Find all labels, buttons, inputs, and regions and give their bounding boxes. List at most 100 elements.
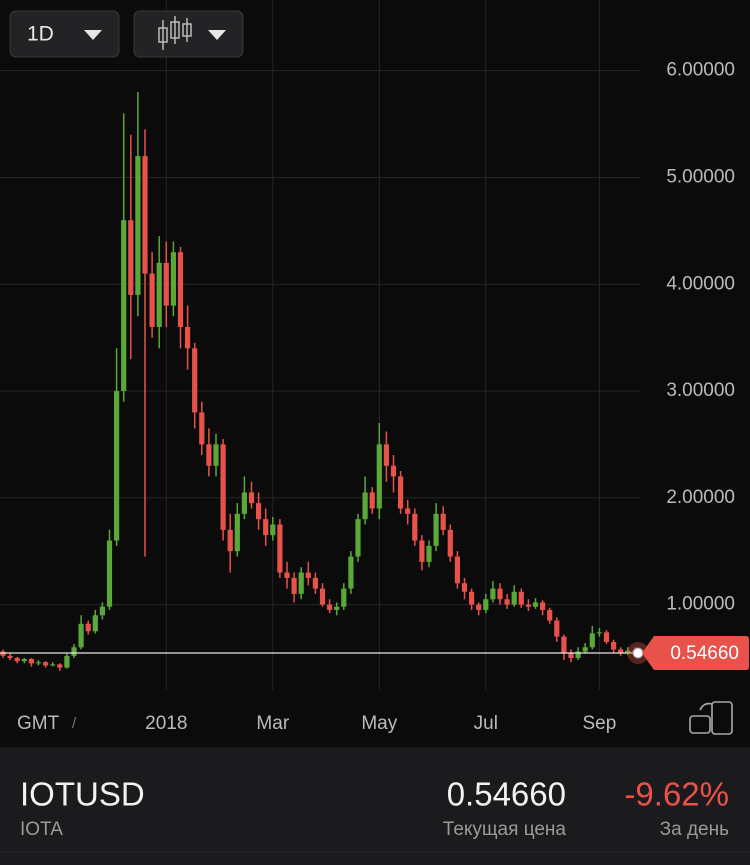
candle-body xyxy=(241,492,247,514)
candle-body xyxy=(611,641,617,650)
candle-body xyxy=(369,492,375,509)
candle-body xyxy=(547,609,553,621)
y-tick-label: 3.00000 xyxy=(666,380,735,401)
candle-icon xyxy=(158,16,192,50)
candle-body xyxy=(348,556,354,589)
candle-body xyxy=(504,599,510,605)
change-caption: За день xyxy=(660,819,729,840)
candle-body xyxy=(525,604,531,607)
candle-body xyxy=(582,647,588,652)
candle-body xyxy=(128,220,134,295)
candle-body xyxy=(618,649,624,653)
candle-body xyxy=(99,606,105,616)
y-tick-label: 2.00000 xyxy=(666,487,735,508)
candle-body xyxy=(170,252,176,306)
candle-body xyxy=(248,492,255,504)
y-tick-label: 4.00000 xyxy=(666,273,735,294)
candle-body xyxy=(419,540,425,562)
candle-body xyxy=(461,583,468,592)
candle-body xyxy=(383,444,389,466)
candle-body xyxy=(43,662,49,666)
candle-body xyxy=(497,588,503,600)
candle-body xyxy=(206,444,212,466)
candle-body xyxy=(469,591,475,605)
y-tick-label: 1.00000 xyxy=(666,594,735,615)
candle-body xyxy=(518,591,524,605)
candle-body xyxy=(625,650,631,653)
candle-body xyxy=(312,577,318,589)
candle-body xyxy=(213,444,219,466)
candle-body xyxy=(199,412,205,445)
candle-body xyxy=(327,604,333,610)
candle-body xyxy=(362,492,368,520)
candle-body xyxy=(490,588,496,600)
x-tick-label: Jul xyxy=(474,713,498,734)
price: 0.54660 xyxy=(447,776,566,813)
candle-body xyxy=(426,545,432,562)
candle-body xyxy=(227,529,233,552)
candle-body xyxy=(64,655,70,668)
candle-body xyxy=(263,519,269,536)
candle-body xyxy=(398,476,404,509)
candle-body xyxy=(575,651,581,658)
x-tick-label: Sep xyxy=(582,713,616,734)
plot: 1.00000 2.00000 3.00000 4.00000 5.00000 6.000… xyxy=(0,0,749,734)
candle-body xyxy=(568,652,574,658)
candle-body xyxy=(57,664,63,668)
interval-label: 1D xyxy=(27,23,54,46)
candle-body xyxy=(334,606,340,610)
dropdown-arrow xyxy=(208,30,226,40)
interval-button[interactable]: 1D xyxy=(9,10,120,58)
button-bg xyxy=(133,10,244,58)
symbol[interactable]: IOTUSD xyxy=(20,776,145,813)
price-tag xyxy=(642,635,749,670)
candle-body xyxy=(256,503,262,520)
candle-body xyxy=(50,664,56,666)
candle-body xyxy=(589,633,595,648)
candle-body xyxy=(35,662,42,664)
rotate-icon[interactable] xyxy=(689,701,733,735)
candle-body xyxy=(390,465,397,477)
candle-body xyxy=(163,262,169,306)
candle-body xyxy=(376,444,382,509)
candle-body xyxy=(405,508,411,514)
candle-body xyxy=(454,556,460,584)
candle-body xyxy=(177,252,184,327)
candle-body xyxy=(92,615,98,632)
candle-body xyxy=(28,659,34,664)
candle-body xyxy=(554,620,560,637)
candle-body xyxy=(596,632,602,634)
candle-body xyxy=(0,651,6,656)
candle-body xyxy=(341,588,347,607)
candle-body xyxy=(603,632,610,642)
candle-body xyxy=(21,659,27,662)
candle-body xyxy=(14,657,20,662)
candle-body xyxy=(476,604,482,610)
current-price-dot xyxy=(632,647,644,659)
candle-body xyxy=(298,572,304,594)
y-tick-label: 5.00000 xyxy=(666,166,735,187)
candle-body xyxy=(78,623,84,648)
timezone-separator: / xyxy=(72,715,77,732)
candle-body xyxy=(114,391,120,541)
chart-type-button[interactable] xyxy=(133,10,244,58)
candle-body xyxy=(355,519,361,557)
candle-body xyxy=(192,348,198,413)
candle-body xyxy=(277,524,283,573)
price-tag-label: 0.54660 xyxy=(670,643,739,664)
timezone[interactable]: GMT xyxy=(17,713,60,734)
candle-body xyxy=(483,599,489,610)
candle-body xyxy=(532,602,539,607)
candle-body xyxy=(71,647,77,656)
y-tick-label: 6.00000 xyxy=(666,60,735,81)
candle-body xyxy=(291,577,297,594)
candle-body xyxy=(511,591,517,605)
candle-body xyxy=(156,262,162,327)
candle-body xyxy=(7,655,13,658)
candle-body xyxy=(284,572,290,578)
candle-body xyxy=(319,588,326,605)
candle-body xyxy=(121,220,127,392)
